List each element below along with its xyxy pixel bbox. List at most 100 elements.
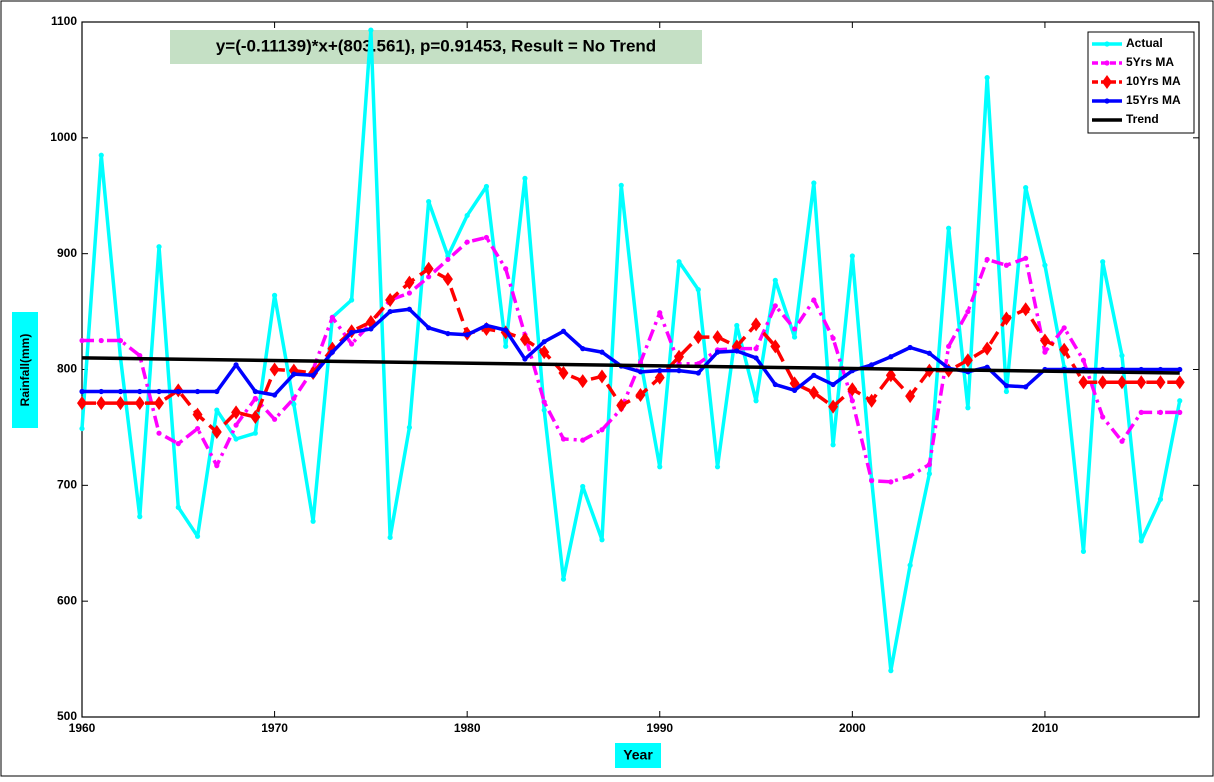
marker xyxy=(599,349,605,355)
marker xyxy=(984,364,990,370)
marker xyxy=(676,259,682,265)
marker xyxy=(1119,438,1125,444)
marker xyxy=(503,266,509,272)
marker xyxy=(1157,409,1164,415)
marker xyxy=(211,425,222,440)
marker xyxy=(156,244,162,250)
marker xyxy=(866,393,877,408)
legend-label: Actual xyxy=(1126,36,1163,50)
marker xyxy=(1174,375,1185,390)
x-tick-label: 2000 xyxy=(839,721,866,735)
marker xyxy=(558,365,569,380)
marker xyxy=(214,463,220,469)
marker xyxy=(233,362,239,368)
series-line xyxy=(82,307,1180,397)
marker xyxy=(329,349,335,355)
marker xyxy=(1020,302,1031,317)
marker xyxy=(712,330,723,345)
marker xyxy=(98,152,104,158)
marker xyxy=(1157,366,1164,373)
marker xyxy=(714,349,721,355)
x-label: Year xyxy=(623,747,653,763)
marker xyxy=(194,533,201,539)
x-tick-label: 1990 xyxy=(646,721,673,735)
marker xyxy=(849,253,855,259)
marker xyxy=(888,668,894,674)
marker xyxy=(291,371,297,377)
marker xyxy=(946,343,952,349)
marker xyxy=(905,389,916,404)
marker xyxy=(503,343,509,349)
marker xyxy=(349,341,355,347)
marker xyxy=(885,368,896,383)
marker xyxy=(560,328,567,334)
marker xyxy=(137,388,143,395)
marker xyxy=(580,346,586,352)
marker xyxy=(426,198,432,205)
marker xyxy=(423,261,434,276)
marker xyxy=(406,306,412,312)
marker xyxy=(387,308,393,315)
marker xyxy=(753,355,759,361)
marker xyxy=(693,330,704,345)
marker xyxy=(541,399,547,405)
marker xyxy=(791,387,798,393)
marker xyxy=(271,292,278,298)
marker xyxy=(483,322,490,329)
marker xyxy=(1078,375,1089,390)
marker xyxy=(426,325,432,331)
marker xyxy=(406,290,412,296)
marker xyxy=(965,405,971,411)
marker xyxy=(1059,342,1070,357)
marker xyxy=(291,395,297,402)
series-line xyxy=(82,235,1180,484)
marker xyxy=(426,274,432,280)
marker xyxy=(117,388,124,395)
annotation-box xyxy=(170,30,702,64)
marker xyxy=(98,388,104,395)
marker xyxy=(791,334,798,340)
marker xyxy=(404,275,415,290)
marker xyxy=(310,372,316,378)
marker xyxy=(194,425,201,432)
marker xyxy=(635,387,646,402)
marker xyxy=(811,180,817,186)
marker xyxy=(888,479,894,485)
marker xyxy=(522,175,528,181)
marker xyxy=(79,388,85,395)
marker xyxy=(869,478,875,484)
marker xyxy=(695,286,701,293)
marker xyxy=(580,437,586,443)
marker xyxy=(828,399,839,414)
marker xyxy=(714,464,721,470)
marker xyxy=(464,212,470,219)
marker xyxy=(310,518,316,524)
marker xyxy=(156,388,162,395)
y-tick-label: 600 xyxy=(57,593,77,607)
legend-label: 10Yrs MA xyxy=(1126,74,1181,88)
marker xyxy=(1138,409,1144,415)
marker xyxy=(329,314,335,320)
marker xyxy=(1116,375,1127,390)
marker xyxy=(77,396,87,411)
marker xyxy=(772,277,778,283)
x-tick-label: 1980 xyxy=(454,721,481,735)
marker xyxy=(772,381,778,388)
marker xyxy=(849,398,855,404)
marker xyxy=(791,326,798,332)
marker xyxy=(580,483,586,490)
marker xyxy=(1157,496,1164,502)
marker xyxy=(847,382,858,397)
marker xyxy=(79,337,85,344)
marker xyxy=(1177,409,1183,415)
x-tick-label: 2010 xyxy=(1032,721,1059,735)
marker xyxy=(907,344,913,351)
marker xyxy=(1042,349,1048,355)
legend-label: 15Yrs MA xyxy=(1126,93,1181,107)
marker xyxy=(271,392,278,398)
marker xyxy=(616,398,627,413)
marker xyxy=(1080,357,1087,363)
marker xyxy=(984,256,990,263)
